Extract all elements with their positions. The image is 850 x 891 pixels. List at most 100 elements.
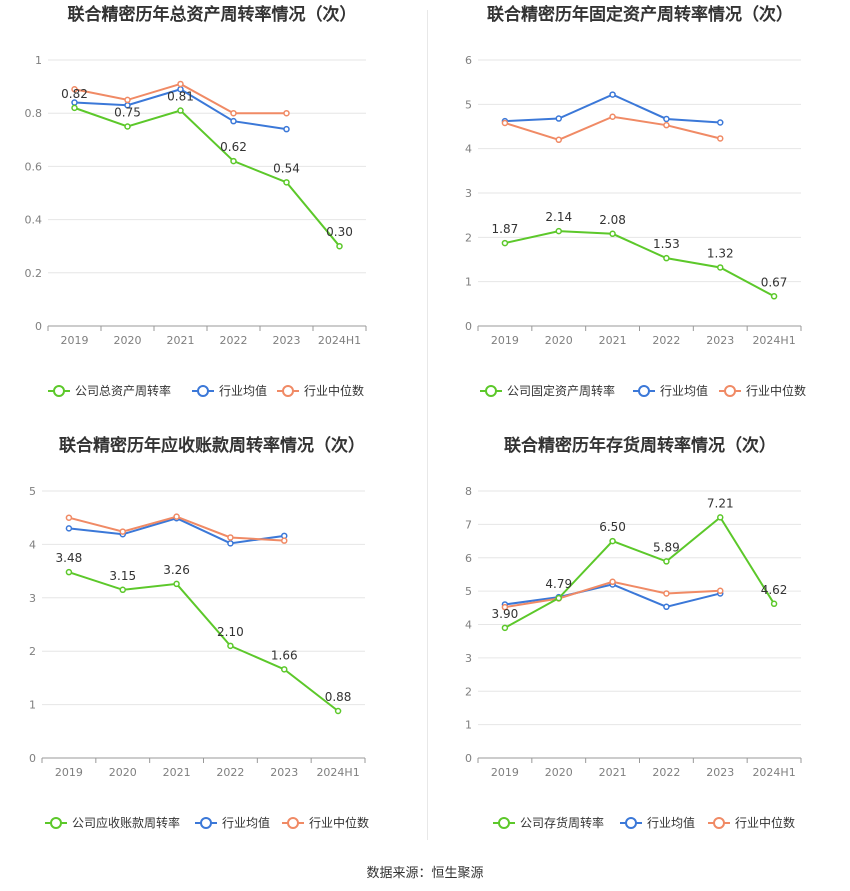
y-tick-label: 4 <box>465 143 472 156</box>
data-point <box>717 514 724 521</box>
x-tick-label: 2020 <box>114 334 142 347</box>
x-tick-label: 2023 <box>706 334 734 347</box>
data-point <box>173 513 180 520</box>
data-point <box>501 603 509 611</box>
legend-label: 行业均值 <box>219 383 267 398</box>
legend-item[interactable]: 行业中位数 <box>282 815 369 830</box>
data-point <box>663 115 670 123</box>
x-tick-label: 2019 <box>491 766 519 779</box>
x-tick-label: 2020 <box>545 766 573 779</box>
data-point <box>173 580 180 588</box>
x-tick-label: 2019 <box>55 766 83 779</box>
chart-title: 联合精密历年总资产周转率情况（次） <box>68 4 357 25</box>
data-point <box>663 603 670 611</box>
y-tick-label: 0.2 <box>25 267 43 280</box>
receivables-turnover-chart: 联合精密历年应收账款周转率情况（次） 0 1 2 3 4 5 2019 2020 2021 2022… <box>0 432 425 864</box>
y-tick-label: 6 <box>465 552 472 565</box>
total-asset-turnover-chart: 联合精密历年总资产周转率情况（次） 0 0.2 0.4 0.6 0.8 1 2019 2020 2… <box>0 0 425 432</box>
series-line <box>504 230 775 298</box>
legend-item[interactable]: 行业均值 <box>192 383 267 398</box>
series-line <box>504 515 775 629</box>
data-point <box>555 136 562 144</box>
fixed-asset-turnover-chart: 联合精密历年固定资产周转率情况（次） 0 1 2 3 4 5 6 2019 2020 2021 202… <box>428 0 850 432</box>
x-tick-label: 2019 <box>491 334 519 347</box>
y-tick-label: 4 <box>465 619 472 632</box>
legend-label: 公司总资产周转率 <box>75 383 171 398</box>
data-point <box>230 117 237 125</box>
data-label: 4.79 <box>545 577 572 591</box>
legend-label: 行业中位数 <box>309 815 369 830</box>
legend-label: 行业均值 <box>647 815 695 830</box>
x-tick-label: 2024H1 <box>318 334 361 347</box>
y-tick-label: 3 <box>465 652 472 665</box>
x-tick-label: 2024H1 <box>316 766 359 779</box>
data-label: 7.21 <box>707 496 734 510</box>
y-tick-label: 5 <box>465 585 472 598</box>
data-point <box>227 534 234 541</box>
data-point <box>227 642 234 650</box>
legend-item[interactable]: 行业中位数 <box>708 815 795 830</box>
legend-item[interactable]: 行业均值 <box>620 815 695 830</box>
y-tick-label: 5 <box>29 485 36 498</box>
x-tick-label: 2022 <box>216 766 244 779</box>
y-tick-label: 8 <box>465 485 472 498</box>
data-point <box>609 230 616 238</box>
data-point <box>65 568 73 576</box>
x-tick-label: 2022 <box>652 766 680 779</box>
data-label: 1.66 <box>271 648 298 662</box>
data-label: 2.10 <box>217 625 244 639</box>
data-point <box>663 254 670 262</box>
data-point <box>71 86 78 93</box>
data-point <box>281 666 288 673</box>
data-label: 1.53 <box>653 237 680 251</box>
data-point <box>283 109 290 117</box>
legend-label: 公司固定资产周转率 <box>507 383 615 398</box>
legend-marker <box>287 817 299 829</box>
chart-title: 联合精密历年固定资产周转率情况（次） <box>487 4 793 25</box>
data-point <box>555 115 562 122</box>
y-tick-label: 2 <box>29 645 36 658</box>
legend-item[interactable]: 公司应收账款周转率 <box>45 815 180 830</box>
x-tick-label: 2020 <box>109 766 137 779</box>
y-tick-label: 4 <box>29 538 36 551</box>
y-tick-label: 1 <box>465 276 472 289</box>
data-label: 0.82 <box>61 87 88 101</box>
data-label: 0.54 <box>273 161 300 175</box>
x-tick-label: 2021 <box>599 334 627 347</box>
data-label: 6.50 <box>599 520 626 534</box>
legend-item[interactable]: 行业均值 <box>633 383 708 398</box>
panel-divider <box>427 10 428 840</box>
data-label: 0.67 <box>761 275 788 289</box>
data-point <box>65 525 73 532</box>
legend-label: 公司应收账款周转率 <box>72 815 180 830</box>
data-label: 5.89 <box>653 540 680 554</box>
data-point <box>119 528 126 535</box>
chart-svg: 联合精密历年应收账款周转率情况（次） 0 1 2 3 4 5 2019 2020 2021 2022… <box>29 435 369 830</box>
legend-item[interactable]: 公司固定资产周转率 <box>480 383 615 398</box>
legend-item[interactable]: 公司存货周转率 <box>493 815 604 830</box>
chart-title: 联合精密历年存货周转率情况（次） <box>504 435 776 456</box>
y-tick-label: 3 <box>465 187 472 200</box>
legend-label: 行业中位数 <box>735 815 795 830</box>
legend-item[interactable]: 行业中位数 <box>719 383 806 398</box>
inventory-turnover-chart: 联合精密历年存货周转率情况（次） 0 1 2 3 4 5 6 7 8 2019 2020 2021 202… <box>428 432 850 864</box>
data-point <box>71 104 78 112</box>
data-point <box>283 125 290 133</box>
data-label: 3.90 <box>492 607 519 621</box>
data-point <box>555 594 562 602</box>
data-label: 3.15 <box>109 569 136 583</box>
legend-item[interactable]: 行业均值 <box>195 815 270 830</box>
series-line <box>74 106 341 247</box>
data-point <box>609 113 616 120</box>
legend-item[interactable]: 行业中位数 <box>277 383 364 398</box>
y-tick-label: 5 <box>465 98 472 111</box>
data-point <box>177 107 184 114</box>
x-tick-label: 2021 <box>599 766 627 779</box>
y-tick-label: 0 <box>29 752 36 765</box>
data-label: 1.32 <box>707 246 734 260</box>
data-label: 4.62 <box>761 583 788 597</box>
data-point <box>717 119 724 126</box>
legend-item[interactable]: 公司总资产周转率 <box>48 383 171 398</box>
y-tick-label: 7 <box>465 518 472 531</box>
